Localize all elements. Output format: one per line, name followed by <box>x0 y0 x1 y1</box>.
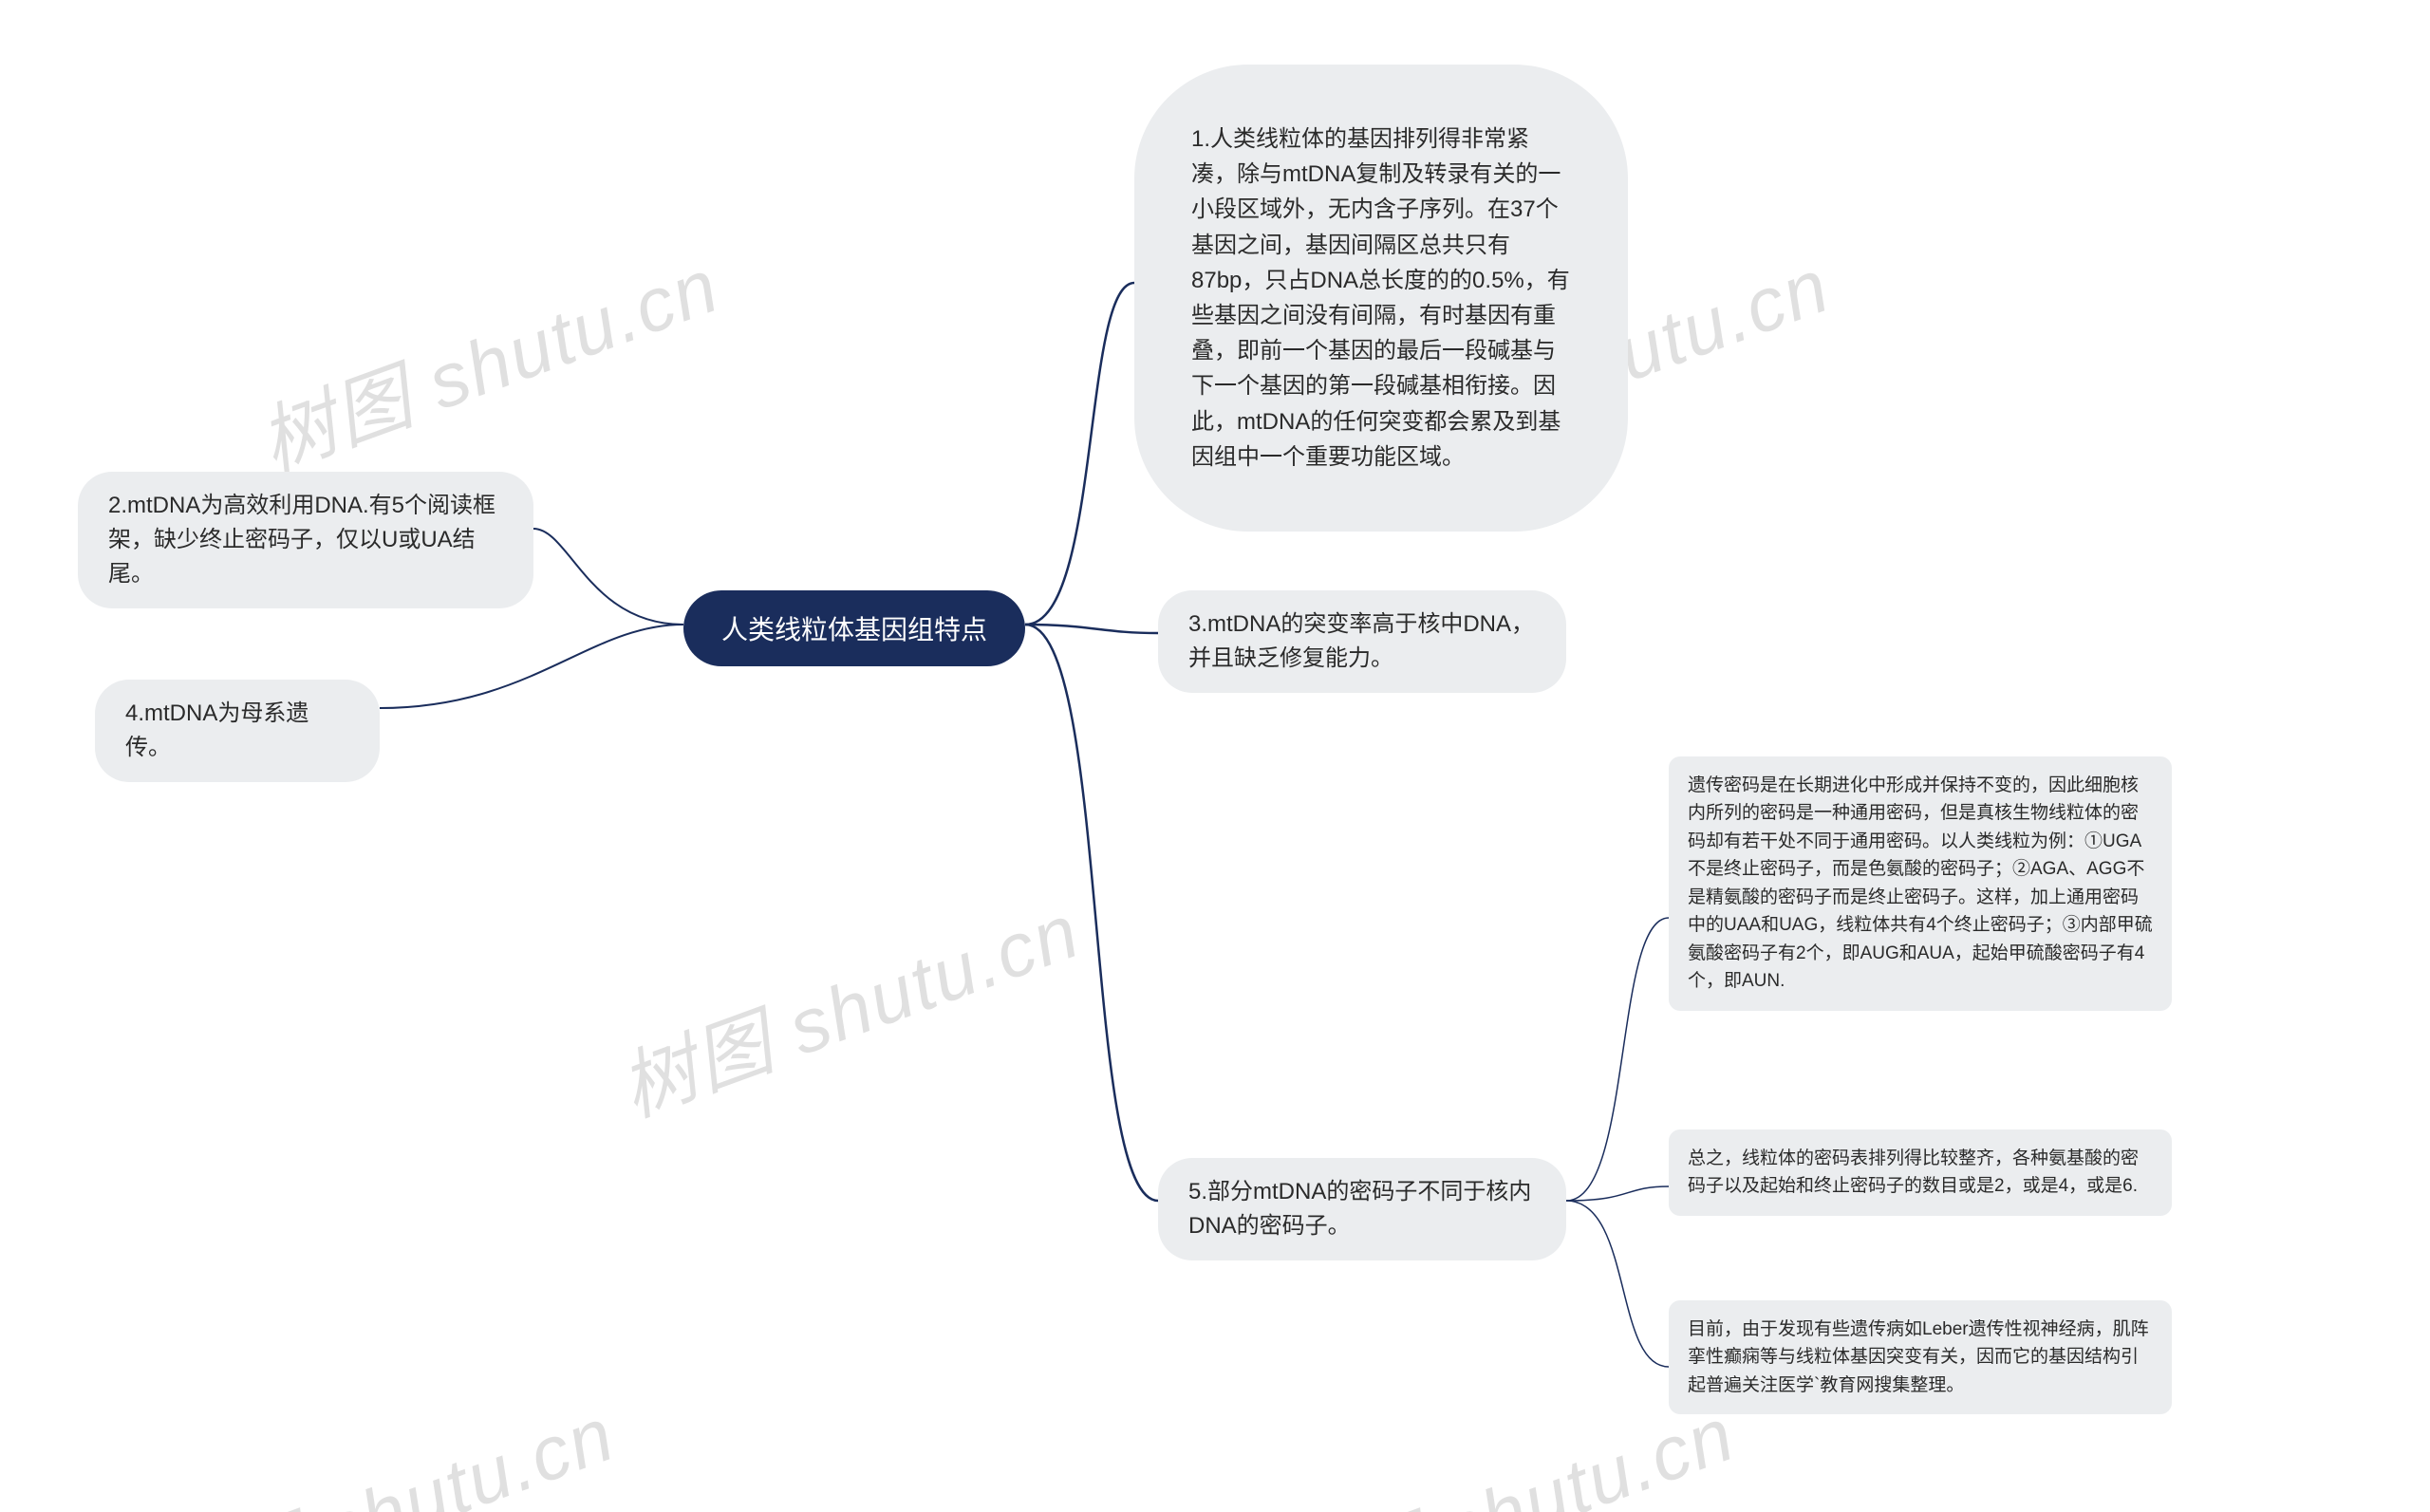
node-n2[interactable]: 2.mtDNA为高效利用DNA.有5个阅读框架，缺少终止密码子，仅以U或UA结尾… <box>78 472 533 608</box>
watermark: 树图 shutu.cn <box>603 870 1093 1138</box>
conn-n5-n5b <box>1566 1186 1669 1201</box>
root-node[interactable]: 人类线粒体基因组特点 <box>683 590 1025 666</box>
node-n2-label: 2.mtDNA为高效利用DNA.有5个阅读框架，缺少终止密码子，仅以U或UA结尾… <box>108 493 495 587</box>
node-n5b[interactable]: 总之，线粒体的密码表排列得比较整齐，各种氨基酸的密码子以及起始和终止密码子的数目… <box>1669 1129 2172 1216</box>
conn-root-n1 <box>1025 283 1134 625</box>
node-n5c-label: 目前，由于发现有些遗传病如Leber遗传性视神经病，肌阵挛性癫痫等与线粒体基因突… <box>1688 1319 2149 1395</box>
node-n3[interactable]: 3.mtDNA的突变率高于核中DNA，并且缺乏修复能力。 <box>1158 590 1566 693</box>
conn-root-n4 <box>380 625 683 708</box>
node-n5-label: 5.部分mtDNA的密码子不同于核内DNA的密码子。 <box>1188 1179 1531 1239</box>
conn-root-n5 <box>1025 625 1158 1201</box>
node-n4[interactable]: 4.mtDNA为母系遗传。 <box>95 680 380 782</box>
node-n5a[interactable]: 遗传密码是在长期进化中形成并保持不变的，因此细胞核内所列的密码是一种通用密码，但… <box>1669 756 2172 1011</box>
conn-n5-n5c <box>1566 1201 1669 1367</box>
conn-n5-n5a <box>1566 918 1669 1201</box>
conn-root-n2 <box>533 529 683 625</box>
node-n5c[interactable]: 目前，由于发现有些遗传病如Leber遗传性视神经病，肌阵挛性癫痫等与线粒体基因突… <box>1669 1300 2172 1414</box>
conn-root-n3 <box>1025 625 1158 633</box>
node-n5b-label: 总之，线粒体的密码表排列得比较整齐，各种氨基酸的密码子以及起始和终止密码子的数目… <box>1688 1148 2139 1196</box>
node-n1-label: 1.人类线粒体的基因排列得非常紧凑，除与mtDNA复制及转录有关的一小段区域外，… <box>1191 126 1570 470</box>
node-n1[interactable]: 1.人类线粒体的基因排列得非常紧凑，除与mtDNA复制及转录有关的一小段区域外，… <box>1134 65 1628 532</box>
node-n5[interactable]: 5.部分mtDNA的密码子不同于核内DNA的密码子。 <box>1158 1158 1566 1260</box>
watermark: 树图 shutu.cn <box>242 225 732 493</box>
node-n4-label: 4.mtDNA为母系遗传。 <box>125 700 308 760</box>
node-n3-label: 3.mtDNA的突变率高于核中DNA，并且缺乏修复能力。 <box>1188 611 1534 671</box>
root-label: 人类线粒体基因组特点 <box>721 615 987 644</box>
node-n5a-label: 遗传密码是在长期进化中形成并保持不变的，因此细胞核内所列的密码是一种通用密码，但… <box>1688 775 2153 991</box>
watermark: 树图 shutu.cn <box>138 1373 627 1512</box>
